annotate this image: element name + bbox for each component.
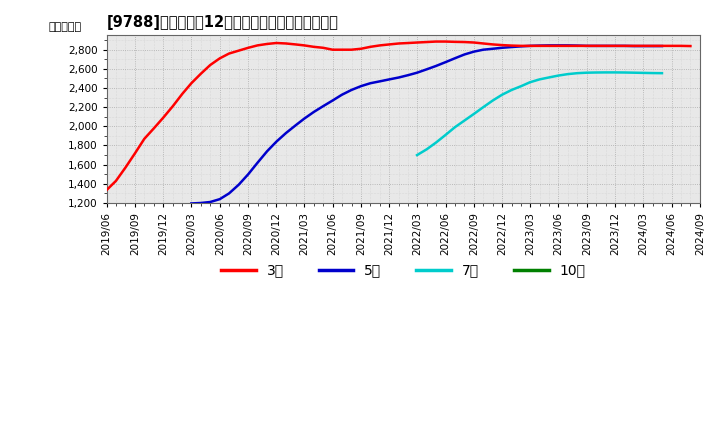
Legend: 3年, 5年, 7年, 10年: 3年, 5年, 7年, 10年 bbox=[215, 258, 591, 283]
Y-axis label: （百万円）: （百万円） bbox=[48, 22, 81, 32]
Text: [9788]　経常利益12か月移動合計の平均値の推移: [9788] 経常利益12か月移動合計の平均値の推移 bbox=[107, 15, 338, 30]
